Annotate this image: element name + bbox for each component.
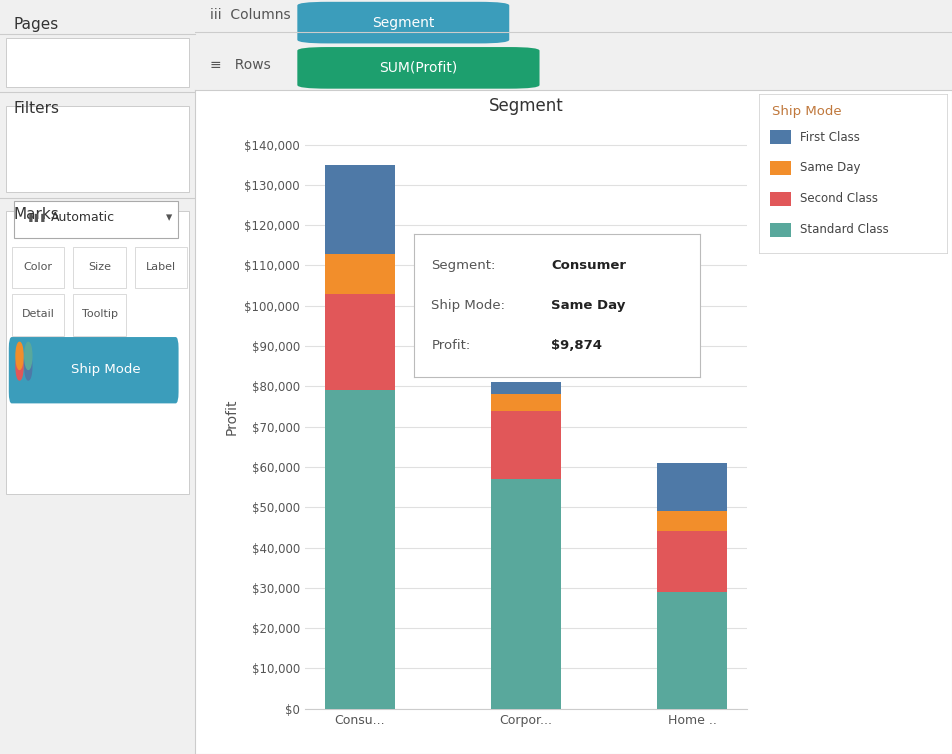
Bar — [325, 254, 395, 293]
Bar — [325, 164, 395, 254]
Text: Pages: Pages — [13, 17, 59, 32]
FancyBboxPatch shape — [6, 106, 189, 192]
Text: Label: Label — [146, 262, 176, 272]
Text: Ship Mode: Ship Mode — [70, 363, 140, 376]
Bar — [325, 391, 395, 709]
FancyBboxPatch shape — [6, 211, 189, 494]
Text: First Class: First Class — [801, 130, 860, 143]
Text: ▾: ▾ — [166, 211, 172, 225]
Text: Ship Mode: Ship Mode — [772, 106, 842, 118]
FancyBboxPatch shape — [134, 247, 188, 288]
Text: Filters: Filters — [13, 101, 60, 116]
FancyBboxPatch shape — [11, 247, 65, 288]
Bar — [770, 222, 791, 237]
Title: Segment: Segment — [488, 97, 564, 115]
Circle shape — [16, 342, 23, 369]
Bar — [770, 130, 791, 144]
FancyBboxPatch shape — [73, 294, 126, 336]
Text: ≡   Rows: ≡ Rows — [210, 58, 271, 72]
FancyBboxPatch shape — [11, 294, 65, 336]
Bar — [770, 161, 791, 175]
Text: Color: Color — [24, 262, 52, 272]
Text: Size: Size — [88, 262, 111, 272]
Text: Detail: Detail — [22, 309, 54, 320]
Bar — [491, 410, 561, 479]
Y-axis label: Profit: Profit — [225, 398, 238, 435]
Text: Consumer: Consumer — [551, 259, 626, 271]
Bar — [657, 592, 727, 709]
Bar — [325, 293, 395, 391]
Text: Profit:: Profit: — [431, 339, 470, 352]
Bar — [657, 511, 727, 532]
Text: SUM(Profit): SUM(Profit) — [379, 61, 458, 75]
Text: iii  Columns: iii Columns — [210, 8, 291, 23]
Bar — [657, 463, 727, 511]
FancyBboxPatch shape — [13, 201, 178, 238]
Text: $9,874: $9,874 — [551, 339, 603, 352]
Bar — [491, 382, 561, 394]
Text: Automatic: Automatic — [50, 211, 115, 225]
FancyBboxPatch shape — [297, 2, 509, 44]
Text: Second Class: Second Class — [801, 192, 878, 205]
FancyBboxPatch shape — [6, 38, 189, 87]
Bar — [491, 479, 561, 709]
Circle shape — [16, 353, 23, 380]
Text: ▐▐▐: ▐▐▐ — [26, 213, 45, 222]
Bar — [770, 192, 791, 206]
FancyBboxPatch shape — [73, 247, 126, 288]
FancyBboxPatch shape — [297, 47, 540, 89]
Text: Tooltip: Tooltip — [82, 309, 117, 320]
Bar — [491, 394, 561, 410]
Circle shape — [25, 353, 31, 380]
Text: Same Day: Same Day — [801, 161, 861, 174]
FancyBboxPatch shape — [9, 337, 179, 403]
Text: Segment: Segment — [372, 16, 434, 29]
Circle shape — [25, 342, 31, 369]
Text: Marks: Marks — [13, 207, 59, 222]
Text: Standard Class: Standard Class — [801, 223, 889, 236]
Text: Segment:: Segment: — [431, 259, 496, 271]
Text: Same Day: Same Day — [551, 299, 625, 312]
Bar — [657, 532, 727, 592]
Text: Ship Mode:: Ship Mode: — [431, 299, 506, 312]
